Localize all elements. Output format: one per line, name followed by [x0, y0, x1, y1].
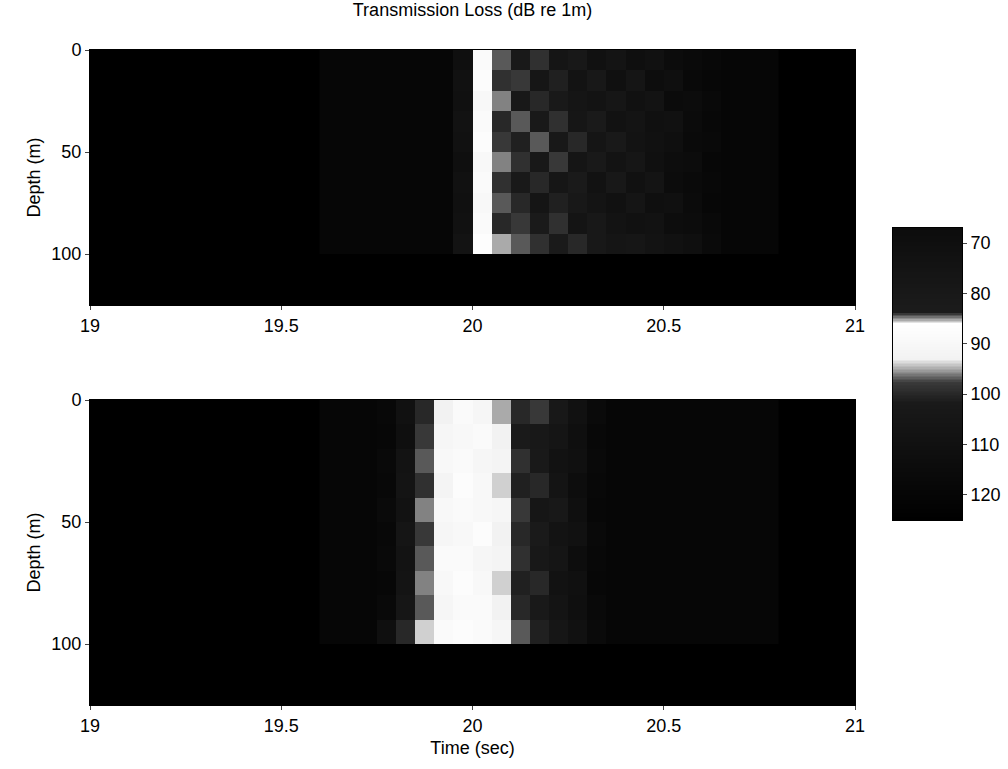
- svg-text:120: 120: [971, 485, 1001, 505]
- svg-text:0: 0: [71, 390, 81, 410]
- svg-text:Depth (m): Depth (m): [24, 512, 44, 592]
- svg-text:20: 20: [462, 316, 482, 336]
- svg-text:19: 19: [80, 316, 100, 336]
- svg-text:70: 70: [971, 233, 991, 253]
- svg-text:90: 90: [971, 334, 991, 354]
- svg-text:21: 21: [845, 316, 865, 336]
- svg-text:Transmission Loss (dB re 1m): Transmission Loss (dB re 1m): [353, 0, 592, 20]
- svg-text:21: 21: [845, 716, 865, 736]
- svg-text:20.5: 20.5: [646, 716, 681, 736]
- svg-text:50: 50: [61, 142, 81, 162]
- svg-text:20.5: 20.5: [646, 316, 681, 336]
- svg-text:Depth (m): Depth (m): [24, 137, 44, 217]
- svg-text:20: 20: [462, 716, 482, 736]
- svg-text:100: 100: [971, 384, 1001, 404]
- svg-text:80: 80: [971, 284, 991, 304]
- svg-text:50: 50: [61, 512, 81, 532]
- svg-text:Time (sec): Time (sec): [430, 738, 514, 758]
- svg-text:19.5: 19.5: [264, 316, 299, 336]
- svg-text:100: 100: [51, 244, 81, 264]
- svg-text:100: 100: [51, 634, 81, 654]
- svg-text:19.5: 19.5: [264, 716, 299, 736]
- svg-text:19: 19: [80, 716, 100, 736]
- svg-text:0: 0: [71, 40, 81, 60]
- svg-text:110: 110: [971, 435, 1000, 455]
